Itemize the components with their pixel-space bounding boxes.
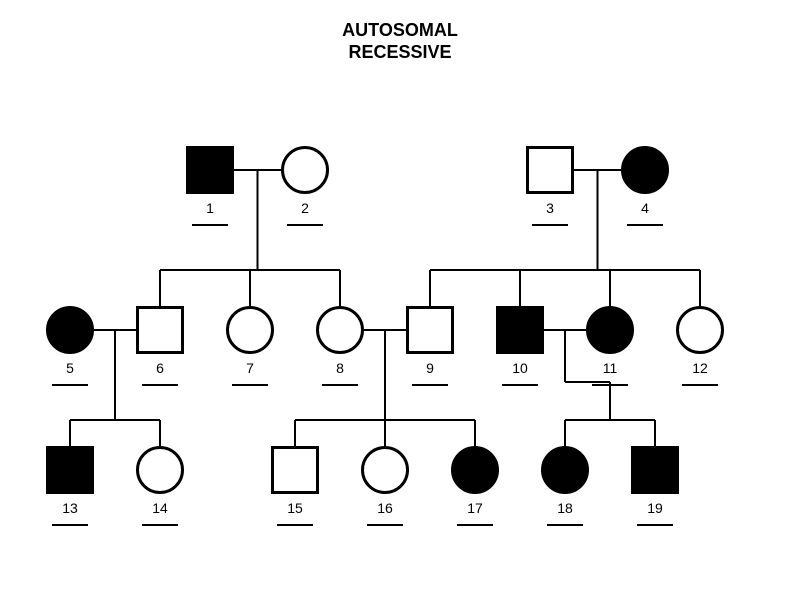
genotype-blank-4 [627, 224, 663, 226]
person-label-2: 2 [301, 200, 309, 216]
genotype-blank-3 [532, 224, 568, 226]
genotype-blank-1 [192, 224, 228, 226]
genotype-blank-9 [412, 384, 448, 386]
genotype-blank-13 [52, 524, 88, 526]
person-label-11: 11 [603, 360, 618, 376]
person-label-4: 4 [641, 200, 649, 216]
genotype-blank-8 [322, 384, 358, 386]
male-affected-1 [186, 146, 234, 194]
person-label-1: 1 [206, 200, 214, 216]
title-line-2: RECESSIVE [0, 42, 800, 63]
genotype-blank-12 [682, 384, 718, 386]
female-affected-5 [46, 306, 94, 354]
female-unaffected-2 [281, 146, 329, 194]
genotype-blank-7 [232, 384, 268, 386]
person-label-7: 7 [246, 360, 254, 376]
person-label-9: 9 [426, 360, 434, 376]
person-label-5: 5 [66, 360, 74, 376]
person-label-10: 10 [512, 360, 528, 376]
male-unaffected-3 [526, 146, 574, 194]
title-line-1: AUTOSOMAL [0, 20, 800, 41]
person-label-6: 6 [156, 360, 164, 376]
connection-lines [0, 0, 800, 598]
person-label-8: 8 [336, 360, 344, 376]
person-label-17: 17 [467, 500, 483, 516]
male-affected-19 [631, 446, 679, 494]
female-affected-18 [541, 446, 589, 494]
genotype-blank-2 [287, 224, 323, 226]
male-unaffected-9 [406, 306, 454, 354]
genotype-blank-16 [367, 524, 403, 526]
person-label-14: 14 [152, 500, 168, 516]
genotype-blank-14 [142, 524, 178, 526]
genotype-blank-18 [547, 524, 583, 526]
pedigree-canvas: AUTOSOMAL RECESSIVE 12345678910111213141… [0, 0, 800, 598]
person-label-15: 15 [287, 500, 303, 516]
person-label-16: 16 [377, 500, 393, 516]
genotype-blank-17 [457, 524, 493, 526]
female-unaffected-16 [361, 446, 409, 494]
person-label-12: 12 [692, 360, 708, 376]
male-unaffected-15 [271, 446, 319, 494]
genotype-blank-19 [637, 524, 673, 526]
person-label-19: 19 [647, 500, 663, 516]
genotype-blank-10 [502, 384, 538, 386]
genotype-blank-11 [592, 384, 628, 386]
female-unaffected-14 [136, 446, 184, 494]
person-label-18: 18 [557, 500, 573, 516]
person-label-3: 3 [546, 200, 554, 216]
female-affected-11 [586, 306, 634, 354]
male-unaffected-6 [136, 306, 184, 354]
female-unaffected-7 [226, 306, 274, 354]
genotype-blank-5 [52, 384, 88, 386]
genotype-blank-15 [277, 524, 313, 526]
male-affected-13 [46, 446, 94, 494]
female-affected-17 [451, 446, 499, 494]
genotype-blank-6 [142, 384, 178, 386]
female-unaffected-8 [316, 306, 364, 354]
female-affected-4 [621, 146, 669, 194]
person-label-13: 13 [62, 500, 78, 516]
male-affected-10 [496, 306, 544, 354]
female-unaffected-12 [676, 306, 724, 354]
